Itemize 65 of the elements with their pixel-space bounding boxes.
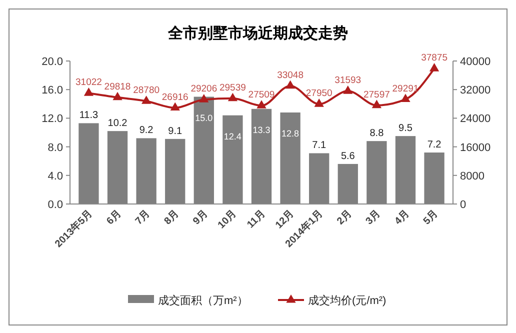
data-label: 9.1 [168,126,182,137]
x-tick-label: 10月 [216,208,239,232]
data-label: 7.2 [427,140,442,151]
point [285,80,296,89]
data-label: 29206 [190,84,218,95]
data-label: 27597 [363,89,390,100]
point [372,100,382,108]
y2-tick-label: 40000 [460,56,491,68]
data-label: 9.5 [398,123,413,134]
point [429,63,440,72]
point [343,86,353,94]
data-label: 7.1 [312,140,326,152]
data-label: 31593 [334,75,362,86]
legend-label: 成交面积（万m²） [158,294,248,307]
x-tick-label: 9月 [191,208,210,228]
data-label: 29539 [219,82,246,94]
x-tick-label: 8月 [162,208,182,228]
data-label: 27509 [248,90,275,101]
data-label: 33048 [277,70,304,81]
data-label: 12.8 [282,128,300,138]
y2-tick-label: 8000 [460,170,484,182]
data-label: 26916 [162,92,188,103]
x-tick-label: 11月 [245,208,268,231]
data-label: 15.0 [195,112,213,123]
point [142,96,152,104]
data-label: 10.2 [108,118,128,130]
y-tick-label: 4.0 [48,170,63,182]
data-label: 27950 [306,88,332,100]
point [199,94,209,102]
x-tick-label: 2月 [335,208,354,228]
x-tick-label: 3月 [364,208,383,228]
x-tick-label: 12月 [274,208,296,232]
y-tick-label: 8.0 [48,142,63,154]
point [228,92,238,102]
x-tick-label: 5月 [422,208,440,228]
y-tick-label: 16.0 [42,84,63,97]
data-label: 8.8 [370,128,384,140]
y-tick-label: 20.0 [42,56,63,68]
data-label: 9.2 [139,125,154,136]
x-tick-label: 4月 [392,208,412,228]
point [314,98,324,107]
point [170,102,180,111]
data-label: 28780 [133,85,160,96]
y2-tick-label: 24000 [460,113,491,126]
point [112,92,122,100]
data-label: 29291 [392,83,419,94]
x-tick-label: 6月 [104,208,124,228]
y2-tick-label: 0 [460,199,466,211]
chart-title: 全市别墅市场近期成交走势 [167,24,348,42]
data-label: 5.6 [340,150,356,162]
x-tick-label: 7月 [134,208,152,228]
point [256,100,266,108]
y-tick-label: 0.0 [48,199,63,211]
data-label: 12.4 [224,131,242,142]
point [400,94,410,102]
y2-tick-label: 16000 [460,142,491,154]
data-label: 31022 [76,77,102,88]
y2-tick-label: 32000 [460,84,491,97]
y-tick-label: 12.0 [42,113,63,126]
data-label: 11.3 [79,110,99,122]
data-label: 29818 [104,81,131,92]
legend-label: 成交均价(元/m²) [308,294,386,307]
data-label: 37875 [421,52,448,64]
point [84,88,94,96]
data-label: 13.3 [252,124,270,135]
